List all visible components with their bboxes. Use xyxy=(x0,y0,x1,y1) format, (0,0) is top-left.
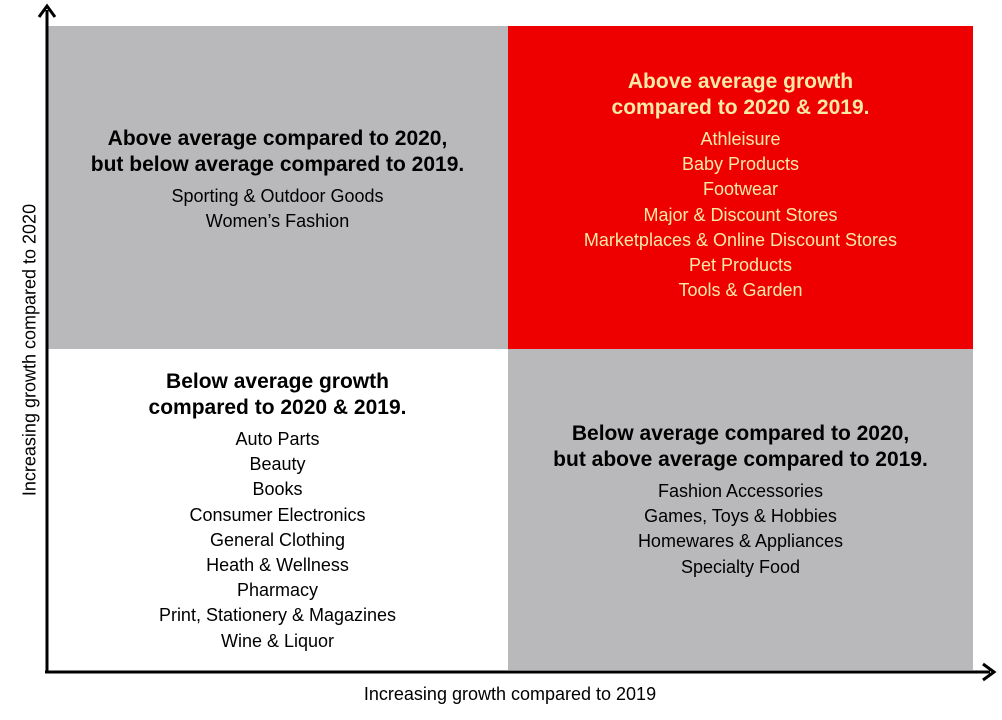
category-item: Games, Toys & Hobbies xyxy=(644,506,837,527)
category-item: Wine & Liquor xyxy=(220,630,335,651)
category-item: Sporting & Outdoor Goods xyxy=(171,186,384,206)
category-item: Major & Discount Stores xyxy=(643,204,838,225)
category-item: Books xyxy=(252,479,303,500)
heading-line: but above average compared to 2019. xyxy=(553,448,928,471)
category-item: Consumer Electronics xyxy=(189,504,366,525)
x-axis-label: Increasing growth compared to 2019 xyxy=(363,684,657,704)
category-item: Pet Products xyxy=(688,255,793,276)
heading-line: Below average compared to 2020, xyxy=(571,422,910,445)
quadrant-heading: Above average growth compared to 2020 & … xyxy=(612,69,870,121)
category-list: Fashion Accessories Games, Toys & Hobbie… xyxy=(638,479,843,580)
category-item: Homewares & Appliances xyxy=(637,531,844,552)
category-item: Beauty xyxy=(249,454,306,475)
quadrant-bottom-right: Below average compared to 2020, but abov… xyxy=(508,349,973,670)
category-item: Marketplaces & Online Discount Stores xyxy=(583,229,898,250)
heading-line: compared to 2020 & 2019. xyxy=(611,96,870,119)
y-axis-label: Increasing growth compared to 2020 xyxy=(19,203,40,497)
category-item: Auto Parts xyxy=(235,429,320,449)
x-axis-arrowhead xyxy=(982,662,997,682)
category-list: Athleisure Baby Products Footwear Major … xyxy=(584,127,897,303)
category-item: Fashion Accessories xyxy=(657,481,824,501)
heading-line: Above average compared to 2020, xyxy=(107,127,448,150)
category-item: Pharmacy xyxy=(236,580,319,601)
category-item: Print, Stationery & Magazines xyxy=(158,605,397,626)
category-item: Women’s Fashion xyxy=(205,211,350,232)
category-item: Footwear xyxy=(702,179,779,200)
quadrant-bottom-left: Below average growth compared to 2020 & … xyxy=(47,349,508,670)
category-item: Heath & Wellness xyxy=(206,555,349,576)
quadrant-top-left: Above average compared to 2020, but belo… xyxy=(47,26,508,349)
quadrant-top-right: Above average growth compared to 2020 & … xyxy=(508,26,973,349)
quadrant-heading: Below average compared to 2020, but abov… xyxy=(553,421,928,473)
heading-line: compared to 2020 & 2019. xyxy=(148,396,407,419)
category-item: Tools & Garden xyxy=(678,280,803,301)
quadrant-heading: Above average compared to 2020, but belo… xyxy=(91,126,464,178)
heading-line: but below average compared to 2019. xyxy=(90,153,465,176)
y-axis-arrowhead xyxy=(37,3,57,18)
category-item: Baby Products xyxy=(681,154,800,175)
heading-line: Above average growth xyxy=(627,70,854,93)
category-item: Specialty Food xyxy=(680,556,801,577)
category-list: Sporting & Outdoor Goods Women’s Fashion xyxy=(171,184,383,234)
quadrant-heading: Below average growth compared to 2020 & … xyxy=(149,369,407,421)
category-list: Auto Parts Beauty Books Consumer Electro… xyxy=(159,427,396,654)
heading-line: Below average growth xyxy=(166,370,389,393)
category-item: General Clothing xyxy=(209,529,346,550)
category-item: Athleisure xyxy=(700,129,781,149)
